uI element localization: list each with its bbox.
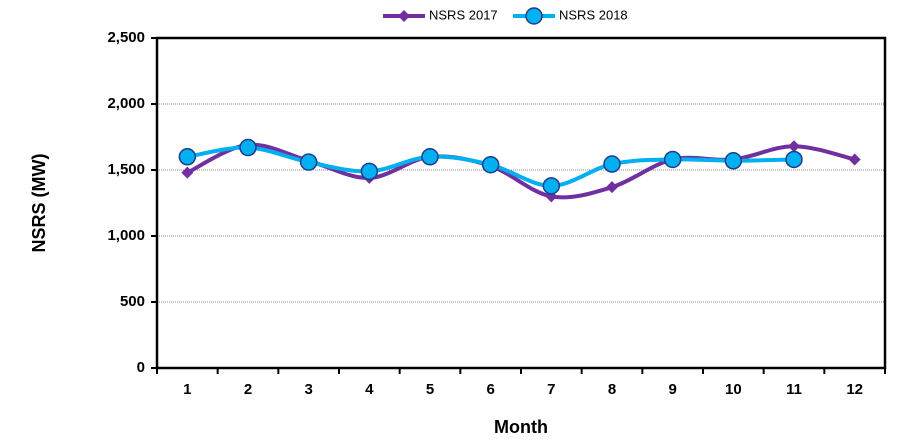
x-tick-label: 8: [608, 381, 616, 398]
y-tick-label: 2,000: [107, 95, 145, 112]
y-tick-label: 0: [137, 359, 145, 376]
legend-marker: [398, 10, 410, 22]
x-tick-label: 2: [244, 381, 252, 398]
y-tick-label: 500: [120, 293, 145, 310]
x-tick-label: 7: [547, 381, 555, 398]
series-line: [186, 142, 856, 200]
marker: [606, 181, 618, 194]
marker: [663, 150, 682, 169]
marker: [603, 155, 621, 173]
marker: [848, 153, 861, 166]
x-tick-label: 5: [426, 381, 434, 398]
x-axis-title: Month: [494, 417, 548, 437]
marker: [788, 140, 800, 153]
marker: [542, 177, 561, 195]
x-tick-label: 3: [304, 381, 312, 398]
legend-label: NSRS 2018: [559, 7, 628, 22]
x-tick-label: 11: [786, 381, 802, 398]
y-tick-label: 2,500: [107, 29, 145, 46]
x-tick-label: 12: [846, 381, 863, 398]
marker: [785, 150, 803, 169]
legend-label: NSRS 2017: [429, 7, 498, 22]
x-tick-label: 4: [365, 381, 374, 398]
marker: [181, 166, 194, 179]
y-tick-label: 1,500: [107, 161, 145, 178]
marker: [481, 155, 500, 174]
plot-frame: [155, 36, 887, 370]
y-axis-title: NSRS (MW): [29, 154, 49, 253]
marker: [178, 148, 197, 166]
marker: [360, 162, 379, 181]
marker: [239, 138, 257, 157]
marker: [421, 148, 439, 166]
x-tick-label: 1: [183, 381, 191, 398]
y-tick-label: 1,000: [107, 227, 145, 244]
x-tick-label: 6: [486, 381, 494, 398]
legend-marker: [525, 7, 543, 25]
marker: [299, 153, 318, 171]
x-tick-label: 9: [668, 381, 676, 398]
x-tick-label: 10: [725, 381, 742, 398]
marker: [724, 152, 743, 170]
